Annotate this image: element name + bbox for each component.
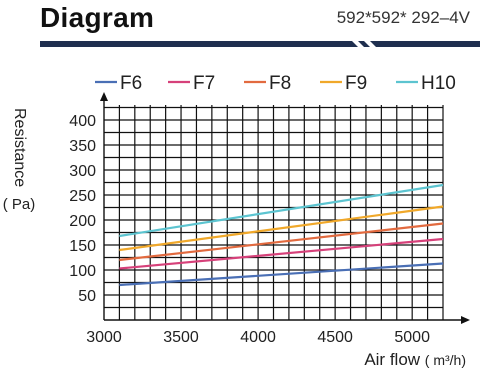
header-bar-notch [352,41,364,47]
y-tick-label: 150 [69,238,96,255]
series-line-f9 [119,205,444,252]
x-axis-arrow [461,316,470,324]
y-tick-label: 350 [69,138,96,155]
series-line-f7 [119,237,444,270]
series-line-h10 [119,183,444,238]
legend-label-f6: F6 [120,73,142,94]
series-line-f6 [119,262,444,287]
y-axis-title: Resistance ( Pa) [2,108,36,213]
x-axis-label: Air flow [364,350,421,369]
legend: F6 F7 F8 F9 H10 [95,73,456,94]
model-spec: 592*592* 292–4V [336,8,470,27]
series-line-f8 [119,222,444,262]
legend-label-h10: H10 [421,73,456,94]
axes [100,92,470,324]
legend-label-f9: F9 [345,73,367,94]
legend-label-f8: F8 [269,73,291,94]
header-bar-notch [364,41,376,47]
y-tick-label: 50 [78,288,96,305]
x-tick-label: 5000 [394,329,430,346]
x-axis-unit: ( m³/h) [424,352,466,368]
x-tick-label: 3500 [163,329,199,346]
y-tick-label: 200 [69,213,96,230]
x-tick-label: 3000 [86,329,122,346]
y-tick-label: 250 [69,188,96,205]
y-tick-label: 400 [69,113,96,130]
y-axis-unit: ( Pa) [2,196,36,214]
legend-label-f7: F7 [193,73,215,94]
y-tick-labels: 50 100 150 200 250 300 350 400 [69,113,96,305]
y-tick-label: 300 [69,163,96,180]
series-lines [119,183,444,287]
y-axis-label: Resistance [11,108,28,188]
header-bar-rule [40,41,480,47]
x-tick-labels: 3000 3500 4000 4500 5000 [86,329,430,346]
x-tick-label: 4500 [317,329,353,346]
header-bar [40,41,480,47]
page-title: Diagram [40,2,155,33]
x-axis-title: Air flow ( m³/h) [364,350,466,370]
x-tick-label: 4000 [240,329,276,346]
y-axis-arrow [100,92,108,101]
y-tick-label: 100 [69,263,96,280]
